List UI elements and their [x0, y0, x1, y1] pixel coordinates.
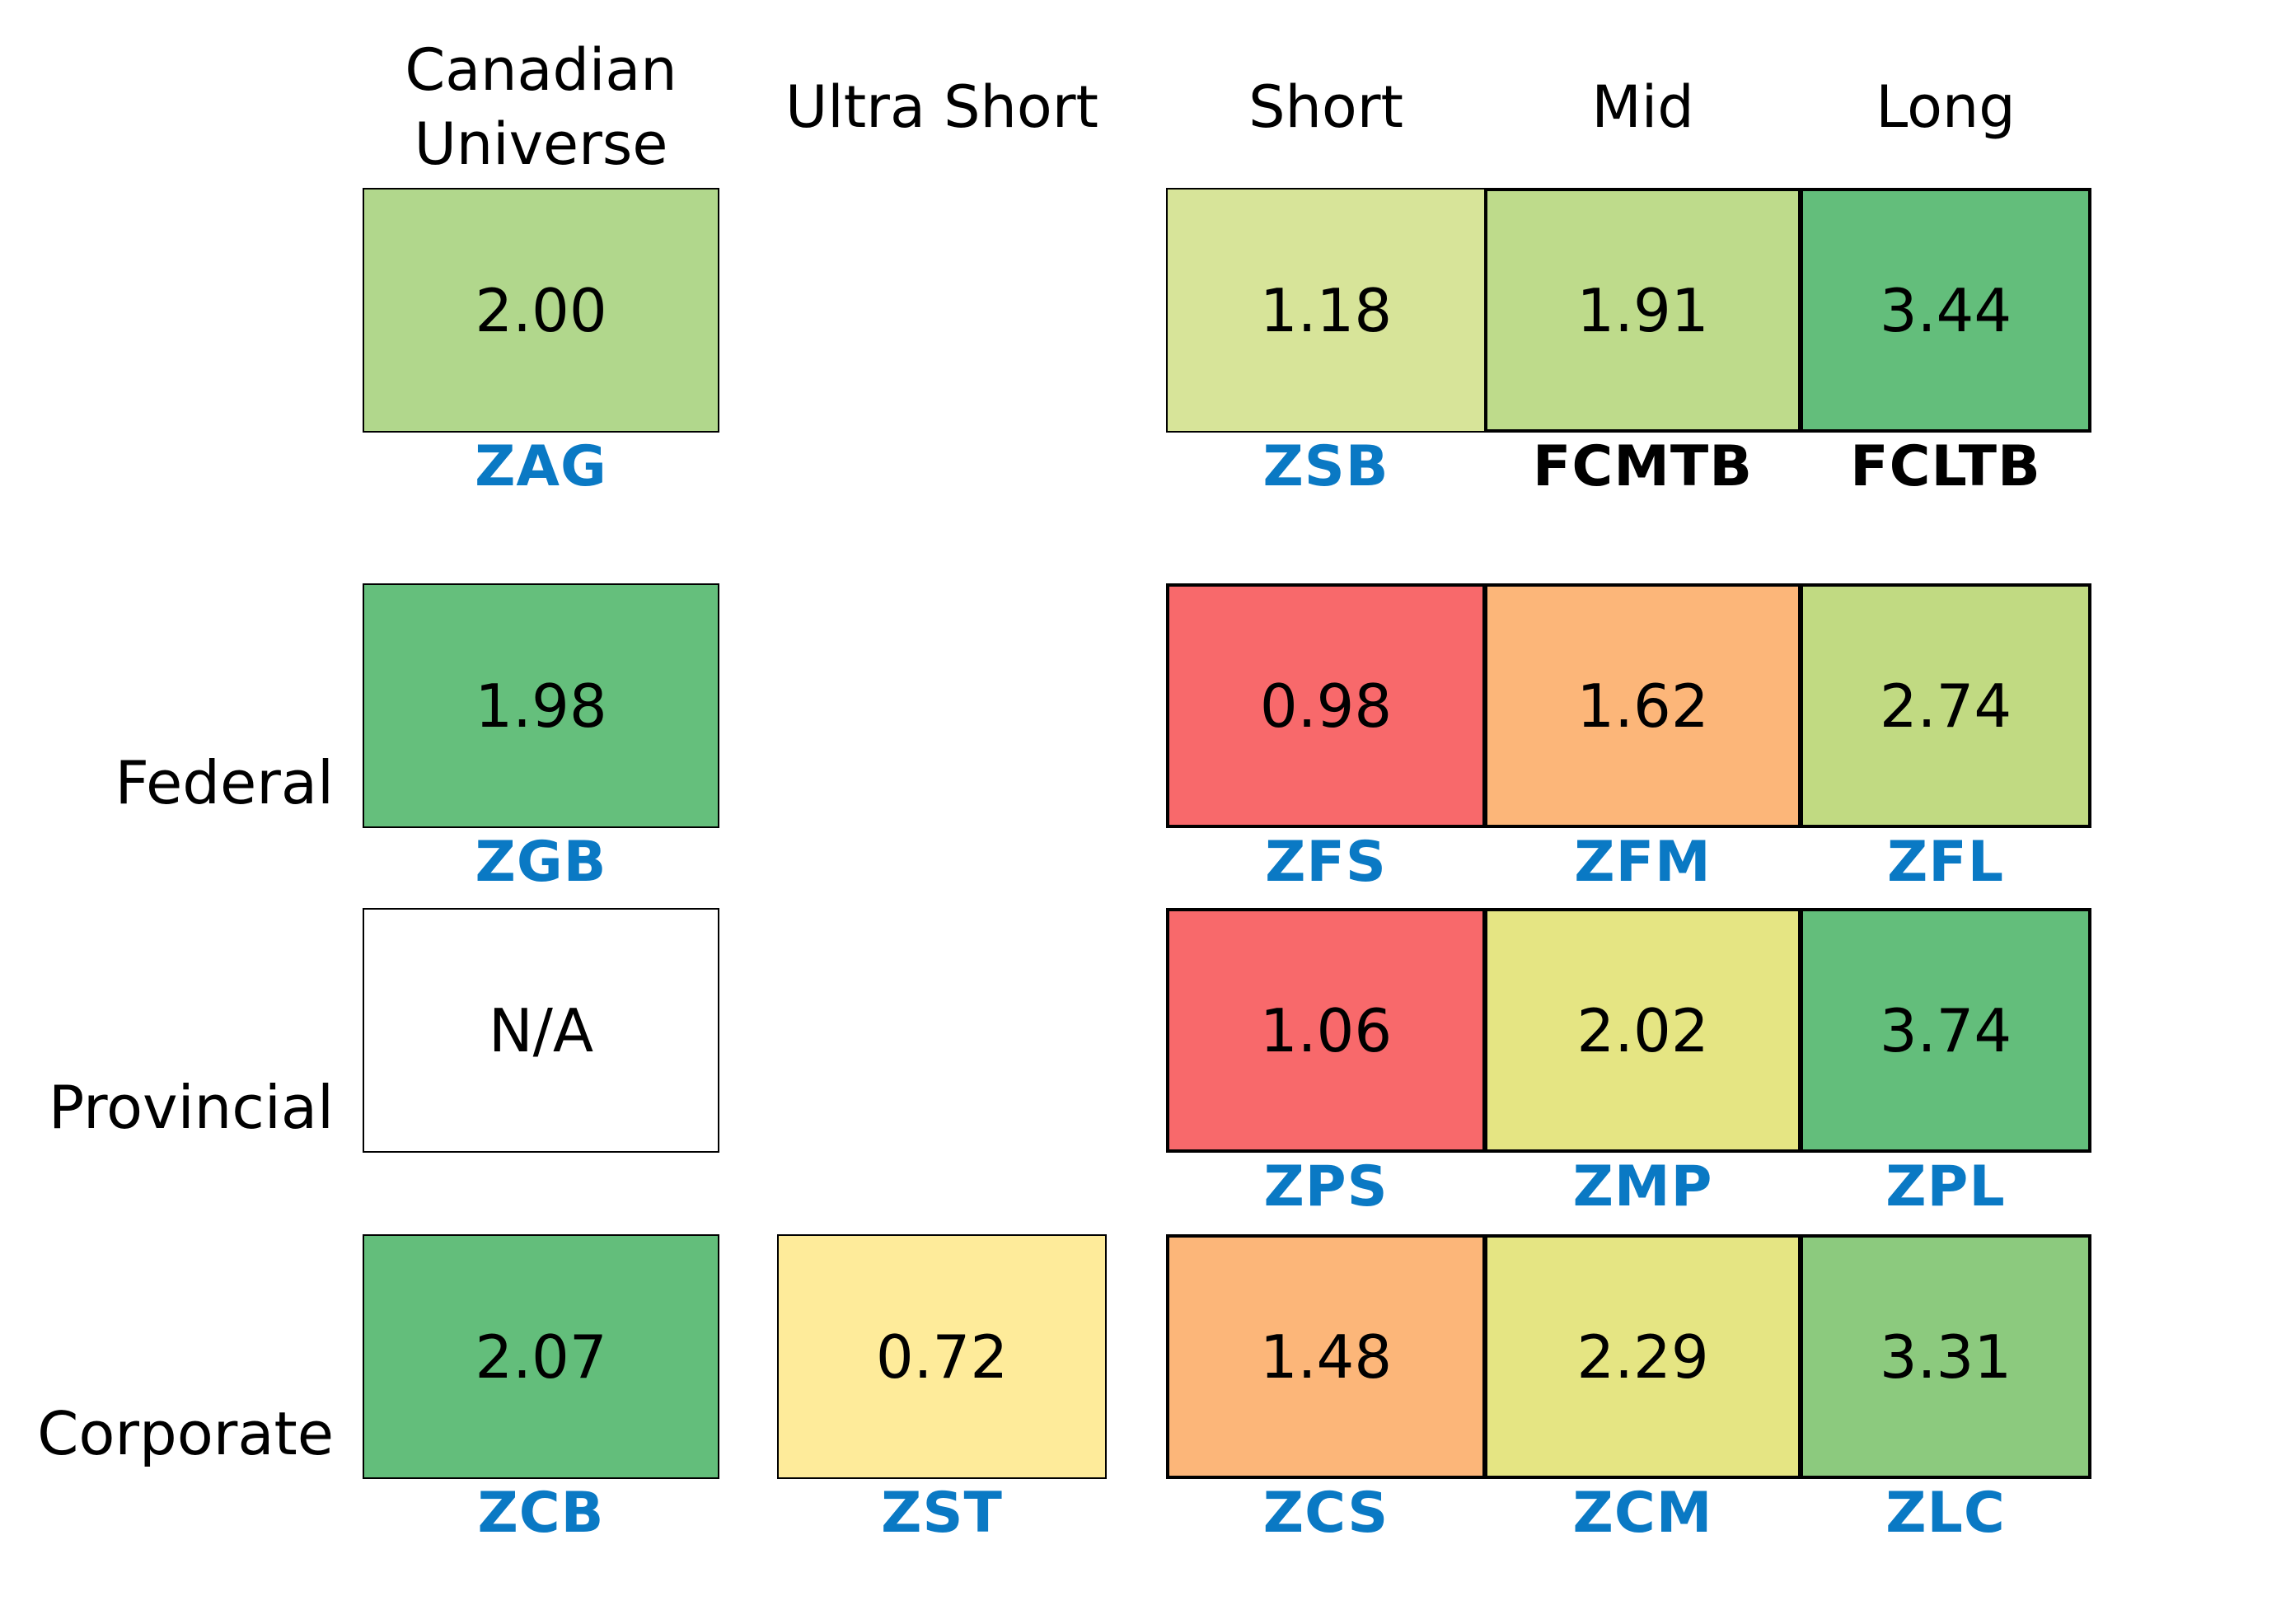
column-header: Short	[1248, 73, 1403, 141]
ticker-label[interactable]: ZMP	[1572, 1154, 1713, 1219]
row-label: Provincial	[48, 1073, 334, 1142]
row-label: Corporate	[37, 1399, 334, 1468]
ticker-label[interactable]: ZSB	[1262, 434, 1389, 499]
heatmap-cell: 1.91	[1484, 188, 1801, 433]
heatmap-cell: 2.29	[1484, 1234, 1801, 1479]
ticker-label[interactable]: ZFM	[1574, 830, 1712, 895]
ticker-label[interactable]: ZCS	[1262, 1481, 1389, 1546]
ticker-label[interactable]: ZLC	[1885, 1481, 2006, 1546]
heatmap-cell: 3.74	[1800, 908, 2091, 1153]
ticker-label: FCMTB	[1532, 434, 1754, 499]
ticker-label[interactable]: ZST	[881, 1481, 1003, 1546]
ticker-label[interactable]: ZFL	[1886, 830, 2005, 895]
column-header: Ultra Short	[785, 73, 1098, 141]
ticker-label[interactable]: ZCB	[477, 1481, 605, 1546]
ticker-label[interactable]	[363, 1154, 719, 1220]
heatmap-cell: 2.07	[363, 1234, 719, 1479]
heatmap-cell: 2.00	[363, 188, 719, 433]
column-header: Long	[1876, 73, 2016, 141]
heatmap-cell: 3.44	[1800, 188, 2091, 433]
heatmap-cell: 1.06	[1166, 908, 1486, 1153]
ticker-label[interactable]: ZFS	[1265, 830, 1387, 895]
ticker-label[interactable]: ZGB	[475, 830, 607, 895]
heatmap-cell: 3.31	[1800, 1234, 2091, 1479]
ticker-label[interactable]: ZPL	[1885, 1154, 2006, 1219]
ticker-label[interactable]: ZAG	[475, 434, 607, 499]
heatmap-cell: 1.98	[363, 583, 719, 828]
ticker-label[interactable]: ZCM	[1572, 1481, 1713, 1546]
heatmap-cell: 1.48	[1166, 1234, 1486, 1479]
ticker-label[interactable]: ZPS	[1263, 1154, 1389, 1219]
column-header: Mid	[1591, 73, 1694, 141]
row-label	[0, 350, 334, 424]
row-label: Federal	[115, 748, 335, 817]
heatmap-cell: 2.02	[1484, 908, 1801, 1153]
ticker-label: FCLTB	[1850, 434, 2041, 499]
heatmap-cell: 0.98	[1166, 583, 1486, 828]
heatmap-cell: N/A	[363, 908, 719, 1153]
heatmap-cell: 0.72	[777, 1234, 1107, 1479]
column-header: Canadian Universe	[405, 36, 677, 178]
heatmap-cell: 2.74	[1800, 583, 2091, 828]
heatmap-cell: 1.18	[1166, 188, 1486, 433]
heatmap-cell: 1.62	[1484, 583, 1801, 828]
